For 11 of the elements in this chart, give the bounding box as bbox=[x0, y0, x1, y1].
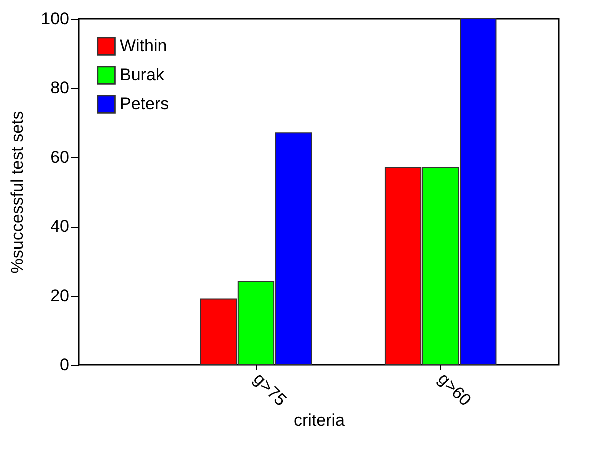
y-tick-label: 20 bbox=[50, 286, 70, 306]
y-tick-label: 40 bbox=[50, 217, 70, 236]
y-tick-label: 80 bbox=[50, 78, 70, 98]
y-tick-label: 60 bbox=[50, 148, 70, 167]
y-axis-title: %successful test sets bbox=[8, 111, 28, 274]
x-axis-title: criteria bbox=[294, 411, 346, 430]
y-tick-label: 100 bbox=[41, 10, 70, 28]
y-tick-label: 0 bbox=[60, 356, 70, 374]
legend-label: Within bbox=[120, 36, 168, 56]
legend-label: Burak bbox=[120, 66, 165, 84]
legend-label: Peters bbox=[120, 94, 170, 114]
